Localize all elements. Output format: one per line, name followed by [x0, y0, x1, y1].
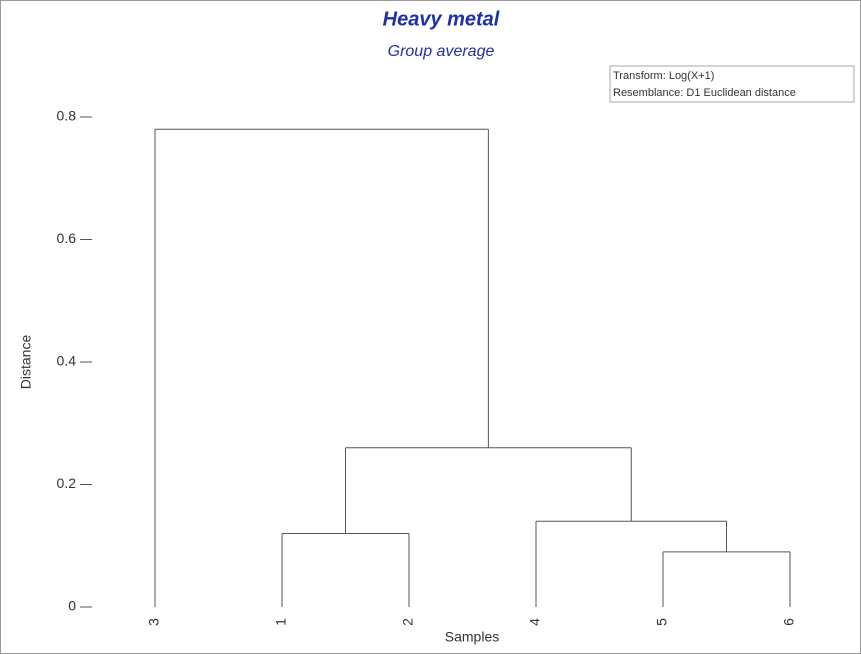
- info-text: Resemblance: D1 Euclidean distance: [613, 87, 796, 99]
- leaf-label: 3: [146, 618, 162, 626]
- y-tick-label: 0.4: [57, 353, 77, 369]
- chart-subtitle: Group average: [388, 43, 495, 60]
- y-tick-label: 0.2: [57, 475, 77, 491]
- x-axis-label: Samples: [445, 629, 499, 645]
- leaf-label: 6: [781, 618, 797, 626]
- y-axis-label: Distance: [18, 335, 34, 390]
- y-tick-label: 0.8: [57, 108, 77, 124]
- chart-title: Heavy metal: [383, 8, 500, 30]
- leaf-label: 1: [273, 618, 289, 626]
- info-box: [609, 65, 855, 103]
- y-tick-label: 0: [68, 598, 76, 614]
- leaf-label: 5: [654, 618, 670, 626]
- leaf-label: 4: [527, 618, 543, 626]
- y-tick-label: 0.6: [57, 230, 77, 246]
- info-text: Transform: Log(X+1): [613, 70, 714, 82]
- leaf-label: 2: [400, 618, 416, 626]
